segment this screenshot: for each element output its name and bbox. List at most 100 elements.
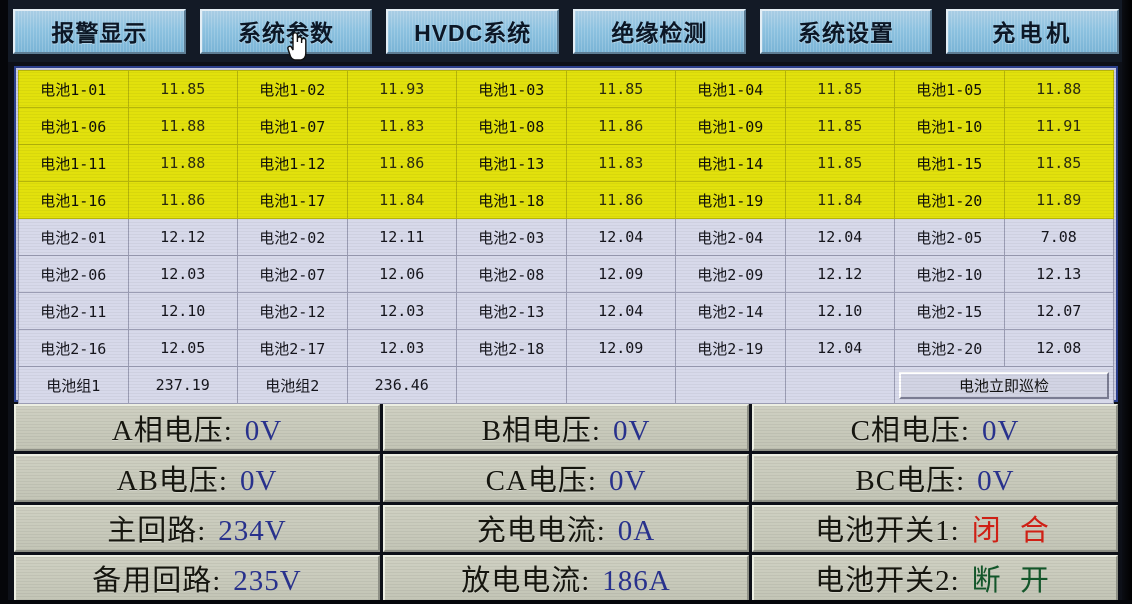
battery-label-cell: 电池2-20 — [894, 329, 1005, 367]
ab-voltage-value: 0V — [239, 464, 278, 497]
battery-voltage-cell: 11.85 — [784, 70, 895, 108]
battery-voltage-cell: 12.04 — [784, 218, 895, 256]
battery-voltage-cell: 11.93 — [346, 70, 457, 108]
phase-c-voltage-readout: C相电压: 0V — [752, 404, 1118, 452]
battery-label-cell: 电池1-10 — [894, 107, 1005, 145]
nav-system-parameters[interactable]: 系统参数 — [199, 8, 373, 54]
inspect-button-cell: 电池立即巡检 — [894, 366, 1114, 404]
battery-label-cell: 电池2-10 — [894, 255, 1005, 293]
discharge-current-readout: 放电电流: 186A — [383, 554, 749, 602]
nav-button-label: 报警显示 — [51, 20, 148, 46]
battery-label-cell: 电池2-06 — [18, 255, 129, 293]
table-row: 电池2-16 12.05 电池2-17 12.03 电池2-18 12.09 电池2-19 1… — [18, 329, 1114, 367]
battery-label-cell: 电池1-08 — [456, 107, 567, 145]
empty-cell — [456, 366, 567, 404]
right-bezel — [1122, 0, 1132, 604]
battery-voltage-cell: 11.88 — [1003, 70, 1114, 108]
charge-current-value: 0A — [617, 515, 656, 548]
battery-voltage-cell: 11.85 — [784, 144, 895, 182]
battery-voltage-cell: 11.91 — [1003, 107, 1114, 145]
battery-label-cell: 电池1-12 — [237, 144, 348, 182]
battery-label-cell: 电池1-15 — [894, 144, 1005, 182]
phase-a-voltage-readout: A相电压: 0V — [14, 404, 380, 452]
main-circuit-readout: 主回路: 234V — [14, 504, 380, 552]
battery-label-cell: 电池1-02 — [237, 70, 348, 108]
battery-label-cell: 电池2-02 — [237, 218, 348, 256]
battery-switch-1-readout: 电池开关1: 闭 合 — [752, 504, 1118, 552]
backup-circuit-value: 235V — [233, 565, 302, 598]
battery-group-2-label: 电池组2 — [237, 366, 348, 404]
battery-voltage-cell: 12.06 — [346, 255, 457, 293]
phase-a-voltage-value: 0V — [244, 414, 283, 447]
battery-label-cell: 电池2-04 — [675, 218, 786, 256]
battery-voltage-cell: 11.85 — [784, 107, 895, 145]
nav-system-settings[interactable]: 系统设置 — [759, 8, 933, 54]
battery-label-cell: 电池1-19 — [675, 181, 786, 219]
battery-voltage-cell: 11.84 — [784, 181, 895, 219]
battery-voltage-cell: 12.04 — [565, 292, 676, 330]
phase-b-voltage-value: 0V — [612, 414, 651, 447]
ab-voltage-readout: AB电压: 0V — [14, 454, 380, 502]
backup-circuit-label: 备用回路: — [92, 565, 222, 598]
phase-c-voltage-label: C相电压: — [850, 414, 970, 447]
battery-voltage-cell: 11.85 — [1003, 144, 1114, 182]
battery-label-cell: 电池1-01 — [18, 70, 129, 108]
charge-current-readout: 充电电流: 0A — [383, 504, 749, 552]
battery-voltage-cell: 12.03 — [346, 329, 457, 367]
nav-button-label: 充电机 — [992, 20, 1074, 46]
battery-label-cell: 电池1-20 — [894, 181, 1005, 219]
phase-a-voltage-label: A相电压: — [111, 414, 233, 447]
battery-label-cell: 电池1-11 — [18, 144, 129, 182]
main-circuit-label: 主回路: — [107, 515, 207, 548]
battery-voltage-table[interactable]: 电池1-01 11.85 电池1-02 11.93 电池1-03 11.85 电池1-04 1… — [14, 66, 1118, 404]
phase-b-voltage-readout: B相电压: 0V — [383, 404, 749, 452]
battery-group-1-label: 电池组1 — [18, 366, 129, 404]
discharge-current-value: 186A — [602, 565, 671, 598]
nav-charger[interactable]: 充电机 — [946, 8, 1120, 54]
battery-voltage-cell: 11.85 — [565, 70, 676, 108]
nav-button-label: 系统参数 — [238, 20, 334, 46]
ab-voltage-label: AB电压: — [116, 464, 228, 497]
battery-immediate-inspection-button[interactable]: 电池立即巡检 — [899, 371, 1109, 399]
table-row: 电池1-06 11.88 电池1-07 11.83 电池1-08 11.86 电池1-09 1… — [18, 107, 1114, 145]
nav-alarm-display[interactable]: 报警显示 — [13, 8, 186, 54]
battery-switch-2-label: 电池开关2: — [815, 565, 960, 598]
battery-label-cell: 电池2-08 — [456, 255, 567, 293]
battery-label-cell: 电池2-03 — [456, 218, 567, 256]
battery-group-2-value: 236.46 — [346, 366, 457, 404]
battery-voltage-cell: 11.84 — [346, 181, 457, 219]
battery-voltage-cell: 11.86 — [565, 181, 676, 219]
battery-voltage-cell: 12.10 — [127, 292, 238, 330]
nav-hvdc-system[interactable]: HVDC系统 — [386, 8, 560, 54]
battery-switch-1-label: 电池开关1: — [815, 515, 960, 548]
nav-button-label: 绝缘检测 — [611, 20, 708, 46]
battery-label-cell: 电池2-09 — [675, 255, 786, 293]
ca-voltage-readout: CA电压: 0V — [383, 454, 749, 502]
battery-voltage-cell: 12.11 — [346, 218, 457, 256]
battery-label-cell: 电池2-13 — [456, 292, 567, 330]
battery-switch-2-readout: 电池开关2: 断 开 — [752, 554, 1118, 602]
table-row: 电池1-11 11.88 电池1-12 11.86 电池1-13 11.83 电池1-14 1… — [18, 144, 1114, 182]
bc-voltage-readout: BC电压: 0V — [752, 454, 1118, 502]
nav-insulation-detection[interactable]: 绝缘检测 — [573, 8, 746, 54]
battery-label-cell: 电池1-14 — [675, 144, 786, 182]
battery-voltage-cell: 12.07 — [1003, 292, 1114, 330]
battery-label-cell: 电池2-16 — [18, 329, 129, 367]
battery-label-cell: 电池2-15 — [894, 292, 1005, 330]
bc-voltage-value: 0V — [977, 464, 1015, 497]
backup-circuit-readout: 备用回路: 235V — [14, 554, 380, 602]
battery-voltage-cell: 12.12 — [127, 218, 238, 256]
battery-voltage-cell: 11.88 — [127, 144, 238, 182]
battery-voltage-cell: 11.85 — [127, 70, 238, 108]
nav-button-label: HVDC系统 — [414, 20, 532, 46]
battery-voltage-cell: 11.86 — [127, 181, 238, 219]
battery-label-cell: 电池2-18 — [456, 329, 567, 367]
empty-cell — [565, 366, 676, 404]
battery-label-cell: 电池1-13 — [456, 144, 567, 182]
empty-cell — [675, 366, 786, 404]
battery-label-cell: 电池1-03 — [456, 70, 567, 108]
table-row: 电池2-01 12.12 电池2-02 12.11 电池2-03 12.04 电池2-04 1… — [18, 218, 1114, 256]
battery-label-cell: 电池2-19 — [675, 329, 786, 367]
battery-voltage-cell: 12.09 — [565, 255, 676, 293]
